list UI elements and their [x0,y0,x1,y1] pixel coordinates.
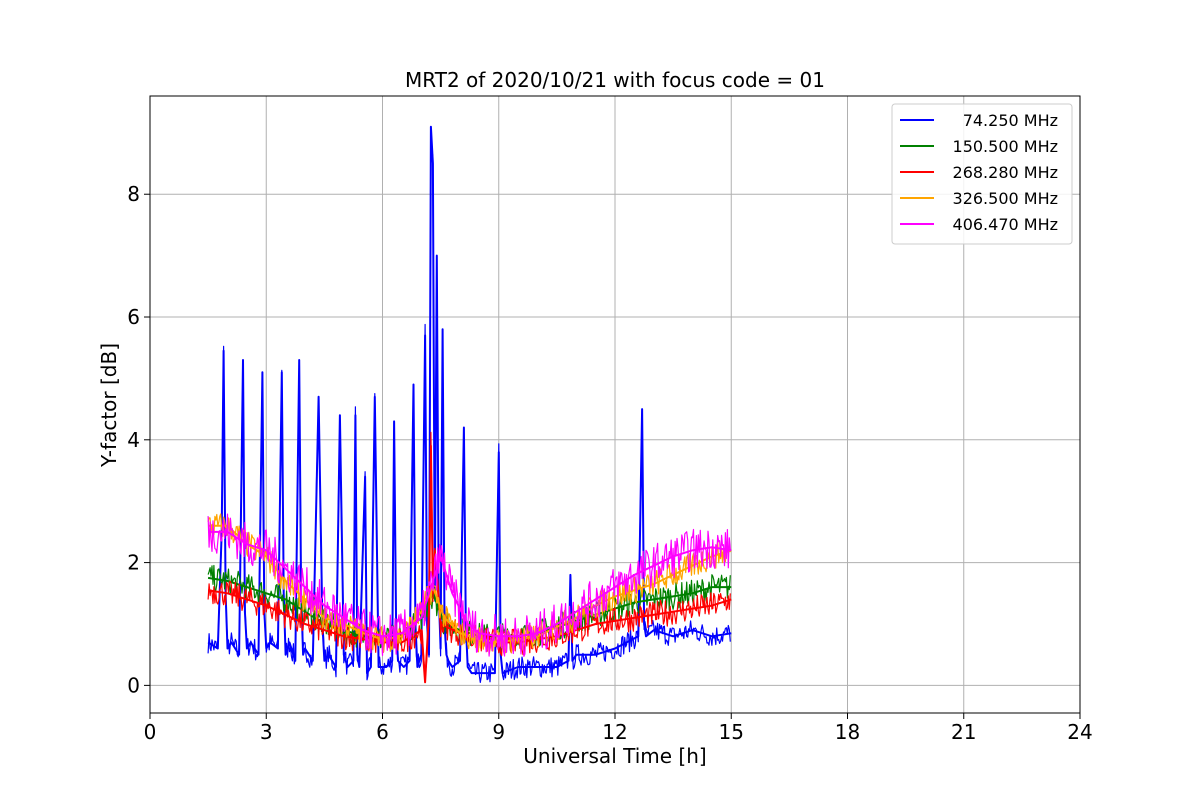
y-tick-label: 4 [127,428,140,452]
legend-label: 150.500 MHz [953,137,1058,156]
legend: 74.250 MHz 150.500 MHz 268.280 MHz 326.500 … [891,103,1073,245]
x-tick-label: 0 [144,720,157,744]
legend-label: 326.500 MHz [953,189,1058,208]
series-line [208,530,732,638]
y-tick-label: 8 [127,182,140,206]
x-tick-label: 18 [835,720,860,744]
x-tick-label: 21 [951,720,976,744]
series-noise-line [207,513,731,658]
series-layer [207,125,732,684]
x-tick-label: 3 [260,720,273,744]
x-tick-label: 6 [376,720,389,744]
series-noise-line [207,513,731,655]
x-tick-label: 12 [602,720,627,744]
x-tick-label: 24 [1067,720,1092,744]
x-axis-label: Universal Time [h] [523,744,706,768]
y-tick-label: 0 [127,673,140,697]
legend-label: 406.470 MHz [953,215,1058,234]
series-line [207,125,732,675]
series-group [207,513,732,658]
x-tick-label: 9 [492,720,505,744]
legend-label: 74.250 MHz [963,111,1058,130]
x-tick-label: 15 [719,720,744,744]
y-tick-label: 2 [127,551,140,575]
series-group [207,125,732,684]
y-tick-label: 6 [127,305,140,329]
chart-title: MRT2 of 2020/10/21 with focus code = 01 [405,68,825,92]
series-line [208,524,732,644]
legend-box [891,103,1073,245]
series-line [207,444,732,684]
series-group [207,513,732,655]
legend-label: 268.280 MHz [953,163,1058,182]
y-axis-label: Y-factor [dB] [97,343,121,468]
